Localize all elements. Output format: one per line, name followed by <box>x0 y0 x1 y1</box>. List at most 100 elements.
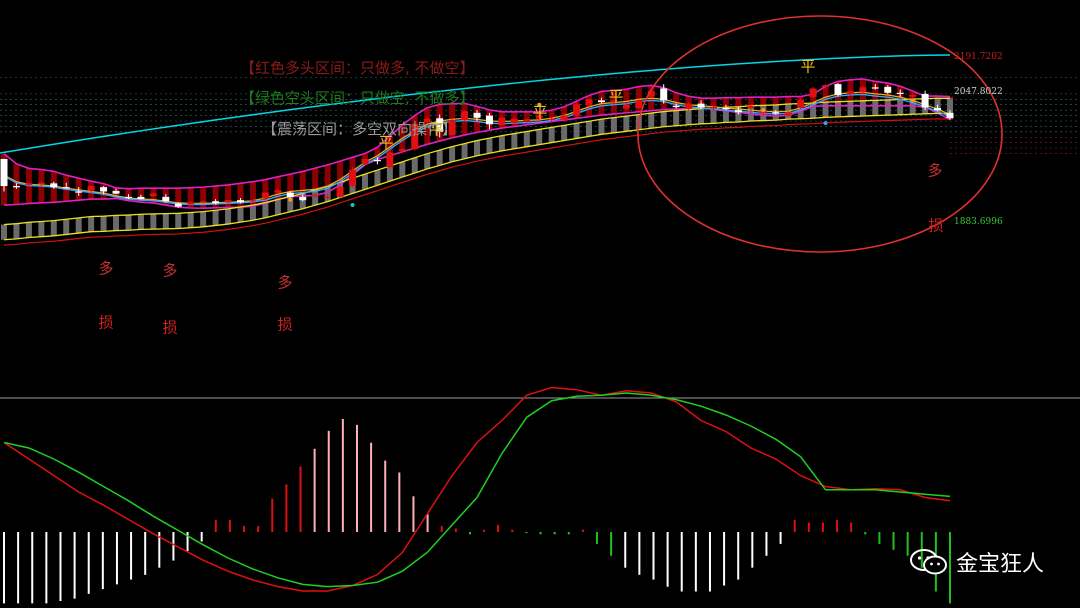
indicator-lines <box>0 54 951 246</box>
candle-body <box>75 191 83 193</box>
signal-flat: 平 <box>800 57 816 76</box>
candle-body <box>25 183 33 185</box>
candle-body <box>697 103 705 108</box>
candle-body <box>473 112 481 118</box>
candle-body <box>50 183 58 188</box>
zone-label-bear: 【绿色空头区间：只做空, 不做多】 <box>240 89 475 107</box>
candle-body <box>809 88 817 98</box>
channel-lower-line <box>3 105 951 209</box>
candle-body <box>212 201 220 204</box>
signal-dot <box>537 102 542 107</box>
candle-body <box>909 94 917 97</box>
candle-body <box>0 158 8 187</box>
candle-body <box>286 192 294 197</box>
price-tag-upper: 2191.7202 <box>954 52 1003 62</box>
candle-body <box>436 118 444 132</box>
candle-body <box>685 103 693 110</box>
candle-body <box>461 111 469 120</box>
candle-body <box>324 196 332 199</box>
signal-dot <box>910 98 915 103</box>
candle-body <box>560 115 568 120</box>
candle-body <box>784 112 792 116</box>
candle-body <box>734 110 742 113</box>
candle-body <box>62 187 70 189</box>
candle-body <box>635 100 643 108</box>
candle-body <box>622 104 630 109</box>
signal-stop: 损 <box>98 313 114 332</box>
zone-label-range: 【震荡区间：多空双向操作】 <box>262 120 458 138</box>
signal-long: 多 <box>162 261 178 280</box>
candle-body <box>137 196 145 200</box>
candle-body <box>12 186 20 188</box>
candle-body <box>274 190 282 193</box>
candle-body <box>934 107 942 111</box>
candle-body <box>498 117 506 126</box>
candle-body <box>759 111 767 114</box>
candle-body <box>124 196 132 199</box>
candle-body <box>199 201 207 203</box>
watermark-text: 金宝狂人 <box>955 552 1044 577</box>
candle-body <box>299 196 307 201</box>
watermark: 金宝狂人 <box>909 546 1044 578</box>
candle-body <box>710 106 717 109</box>
candle-body <box>224 200 232 203</box>
candle-body <box>411 124 419 150</box>
candle-body <box>672 105 680 108</box>
price-tag-lower: 1883.6996 <box>954 217 1003 227</box>
candle-body <box>921 93 929 108</box>
macd-dea-line <box>3 392 951 588</box>
candle-body <box>797 99 805 108</box>
ma-blue-line <box>3 93 951 206</box>
signal-dot <box>288 197 293 202</box>
signal-dots <box>288 98 915 208</box>
signal-dot <box>823 121 828 126</box>
price-tag-mid: 2047.8022 <box>954 87 1003 97</box>
channel-upper-line <box>3 78 951 190</box>
candle-body <box>398 149 406 151</box>
wechat-icon <box>909 549 947 575</box>
candle-body <box>573 104 581 116</box>
candle-body <box>523 119 531 122</box>
candle-body <box>37 182 45 185</box>
signal-dot <box>350 203 355 208</box>
candle-body <box>772 112 780 114</box>
candle-body <box>585 99 593 105</box>
candle-body <box>647 91 655 97</box>
envelope-upper-line <box>3 97 951 226</box>
signal-stop: 损 <box>277 315 293 334</box>
candle-body <box>237 200 244 203</box>
candle-body <box>884 86 892 93</box>
candle-body <box>859 87 867 93</box>
signal-long: 多 <box>277 273 293 292</box>
candle-body <box>100 187 108 192</box>
focus-ellipse <box>637 15 1003 253</box>
candle-body <box>311 194 319 196</box>
candle-body <box>87 186 95 191</box>
candle-body <box>261 192 269 199</box>
candle-body <box>510 118 518 124</box>
signal-flat: 平 <box>532 103 548 122</box>
candle-body <box>361 158 369 165</box>
signal-flat: 平 <box>378 133 394 152</box>
signal-long: 多 <box>98 259 114 278</box>
candle-body <box>187 202 195 205</box>
candle-body <box>174 203 182 207</box>
candle-body <box>149 193 157 196</box>
signal-stop: 损 <box>928 216 944 235</box>
zone-label-bull: 【红色多头区间：只做多, 不做空】 <box>240 59 475 77</box>
candle-body <box>822 85 830 87</box>
signal-flat: 平 <box>429 120 445 139</box>
candle-body <box>336 187 344 197</box>
candle-body <box>386 152 394 168</box>
candle-body <box>448 120 456 136</box>
signal-flat: 平 <box>608 87 624 106</box>
candle-body <box>871 87 879 89</box>
candle-body <box>610 100 618 103</box>
candle-body <box>535 115 543 119</box>
macd-panel <box>3 386 951 604</box>
candle-body <box>747 105 755 108</box>
candle-body <box>349 169 357 187</box>
candle-body <box>485 115 493 125</box>
candle-body <box>660 88 668 101</box>
